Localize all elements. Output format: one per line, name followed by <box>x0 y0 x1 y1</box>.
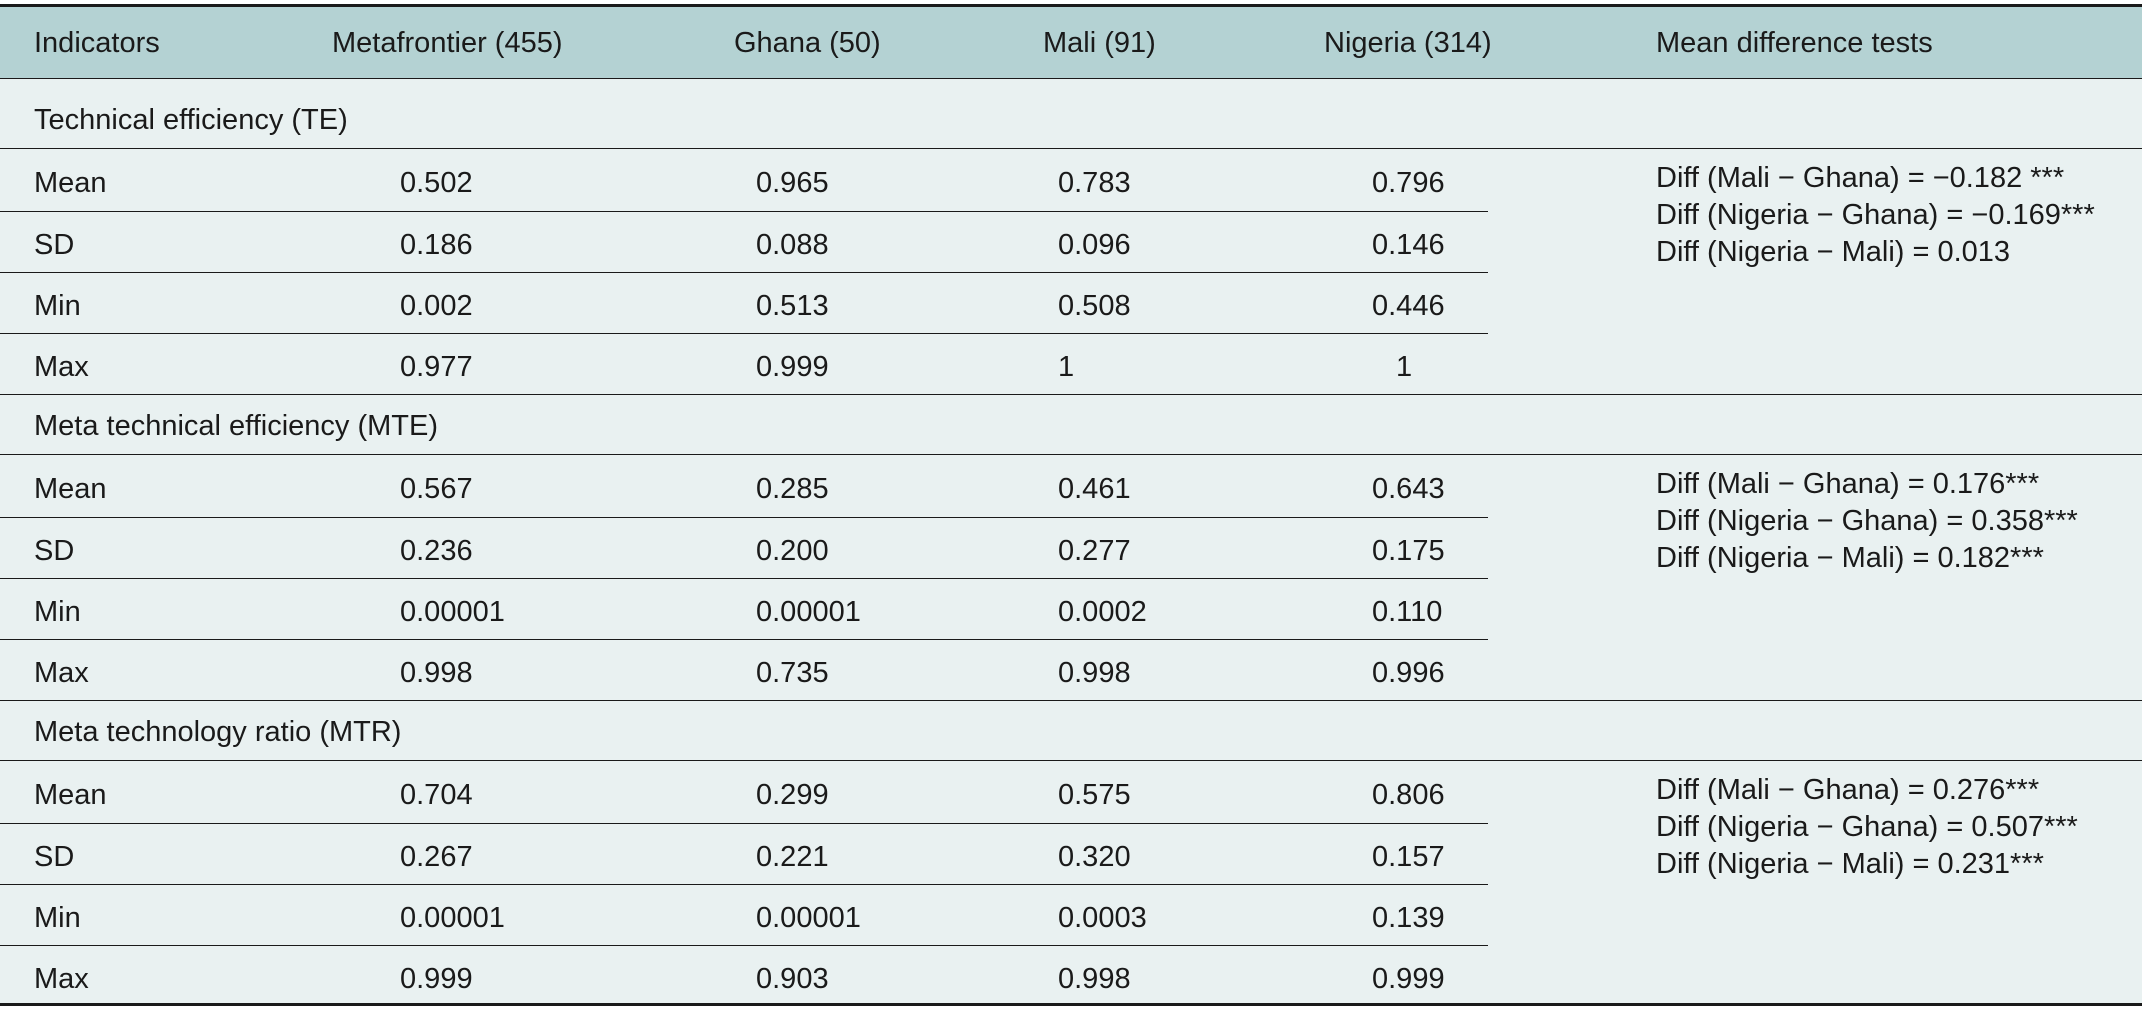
divider <box>0 700 2142 701</box>
ghana-value: 0.999 <box>756 351 829 383</box>
mali-value: 0.998 <box>1058 963 1131 995</box>
metafrontier-value: 0.704 <box>400 779 473 811</box>
header-mali: Mali (91) <box>1043 27 1156 59</box>
ghana-value: 0.088 <box>756 229 829 261</box>
ghana-value: 0.513 <box>756 290 829 322</box>
header-ghana: Ghana (50) <box>734 27 881 59</box>
nigeria-value: 0.157 <box>1372 841 1445 873</box>
mali-value: 0.0002 <box>1058 596 1147 628</box>
mean-difference-tests: Diff (Mali − Ghana) = −0.182 *** Diff (N… <box>1656 160 2095 271</box>
row-label: Mean <box>34 167 107 199</box>
nigeria-value: 0.996 <box>1372 657 1445 689</box>
row-label: Min <box>34 596 81 628</box>
metafrontier-value: 0.567 <box>400 473 473 505</box>
nigeria-value: 0.796 <box>1372 167 1445 199</box>
divider <box>0 211 1488 212</box>
test-line: Diff (Mali − Ghana) = −0.182 *** <box>1656 162 2065 194</box>
row-label: SD <box>34 841 75 873</box>
metafrontier-value: 0.977 <box>400 351 473 383</box>
divider <box>0 394 2142 395</box>
nigeria-value: 0.146 <box>1372 229 1445 261</box>
ghana-value: 0.200 <box>756 535 829 567</box>
nigeria-value: 0.175 <box>1372 535 1445 567</box>
divider <box>0 945 1488 946</box>
header-nigeria: Nigeria (314) <box>1324 27 1492 59</box>
divider <box>0 639 1488 640</box>
divider <box>0 578 1488 579</box>
nigeria-value: 0.139 <box>1372 902 1445 934</box>
test-line: Diff (Nigeria − Ghana) = 0.507*** <box>1656 811 2078 843</box>
mali-value: 0.096 <box>1058 229 1131 261</box>
ghana-value: 0.299 <box>756 779 829 811</box>
metafrontier-value: 0.00001 <box>400 902 505 934</box>
section-title: Meta technical efficiency (MTE) <box>34 410 438 442</box>
ghana-value: 0.00001 <box>756 596 861 628</box>
test-line: Diff (Nigeria − Mali) = 0.231*** <box>1656 848 2044 880</box>
header-indicators: Indicators <box>34 27 160 59</box>
test-line: Diff (Mali − Ghana) = 0.176*** <box>1656 468 2040 500</box>
mali-value: 0.508 <box>1058 290 1131 322</box>
divider <box>0 760 2142 761</box>
row-label: Mean <box>34 473 107 505</box>
row-label: Max <box>34 351 89 383</box>
metafrontier-value: 0.186 <box>400 229 473 261</box>
divider <box>0 148 2142 149</box>
mean-difference-tests: Diff (Mali − Ghana) = 0.176*** Diff (Nig… <box>1656 466 2078 577</box>
test-line: Diff (Nigeria − Mali) = 0.013 <box>1656 236 2011 268</box>
metafrontier-value: 0.002 <box>400 290 473 322</box>
mali-value: 0.461 <box>1058 473 1131 505</box>
header-metafrontier: Metafrontier (455) <box>332 27 563 59</box>
mean-difference-tests: Diff (Mali − Ghana) = 0.276*** Diff (Nig… <box>1656 772 2078 883</box>
nigeria-value: 0.999 <box>1372 963 1445 995</box>
row-label: Mean <box>34 779 107 811</box>
ghana-value: 0.221 <box>756 841 829 873</box>
row-label: SD <box>34 229 75 261</box>
divider <box>0 517 1488 518</box>
row-label: Min <box>34 902 81 934</box>
ghana-value: 0.903 <box>756 963 829 995</box>
results-table: Indicators Metafrontier (455) Ghana (50)… <box>0 4 2142 1006</box>
mali-value: 0.320 <box>1058 841 1131 873</box>
metafrontier-value: 0.998 <box>400 657 473 689</box>
mali-value: 0.998 <box>1058 657 1131 689</box>
ghana-value: 0.735 <box>756 657 829 689</box>
divider <box>0 333 1488 334</box>
mali-value: 1 <box>1058 351 1075 383</box>
section-title: Meta technology ratio (MTR) <box>34 716 402 748</box>
nigeria-value: 0.806 <box>1372 779 1445 811</box>
divider <box>0 884 1488 885</box>
table-header: Indicators Metafrontier (455) Ghana (50)… <box>0 7 2142 79</box>
test-line: Diff (Nigeria − Ghana) = 0.358*** <box>1656 505 2078 537</box>
nigeria-value: 0.446 <box>1372 290 1445 322</box>
nigeria-value: 0.110 <box>1372 596 1443 628</box>
section-title: Technical efficiency (TE) <box>34 104 348 136</box>
row-label: Min <box>34 290 81 322</box>
ghana-value: 0.00001 <box>756 902 861 934</box>
metafrontier-value: 0.236 <box>400 535 473 567</box>
nigeria-value: 0.643 <box>1372 473 1445 505</box>
row-label: Max <box>34 657 89 689</box>
mali-value: 0.575 <box>1058 779 1131 811</box>
metafrontier-value: 0.267 <box>400 841 473 873</box>
test-line: Diff (Mali − Ghana) = 0.276*** <box>1656 774 2040 806</box>
metafrontier-value: 0.502 <box>400 167 473 199</box>
divider <box>0 823 1488 824</box>
row-label: SD <box>34 535 75 567</box>
ghana-value: 0.965 <box>756 167 829 199</box>
divider <box>0 272 1488 273</box>
mali-value: 0.0003 <box>1058 902 1147 934</box>
mali-value: 0.277 <box>1058 535 1131 567</box>
mali-value: 0.783 <box>1058 167 1131 199</box>
metafrontier-value: 0.00001 <box>400 596 505 628</box>
header-mean-difference-tests: Mean difference tests <box>1656 27 1933 59</box>
divider <box>0 454 2142 455</box>
metafrontier-value: 0.999 <box>400 963 473 995</box>
test-line: Diff (Nigeria − Ghana) = −0.169*** <box>1656 199 2095 231</box>
test-line: Diff (Nigeria − Mali) = 0.182*** <box>1656 542 2044 574</box>
nigeria-value: 1 <box>1396 351 1413 383</box>
row-label: Max <box>34 963 89 995</box>
ghana-value: 0.285 <box>756 473 829 505</box>
